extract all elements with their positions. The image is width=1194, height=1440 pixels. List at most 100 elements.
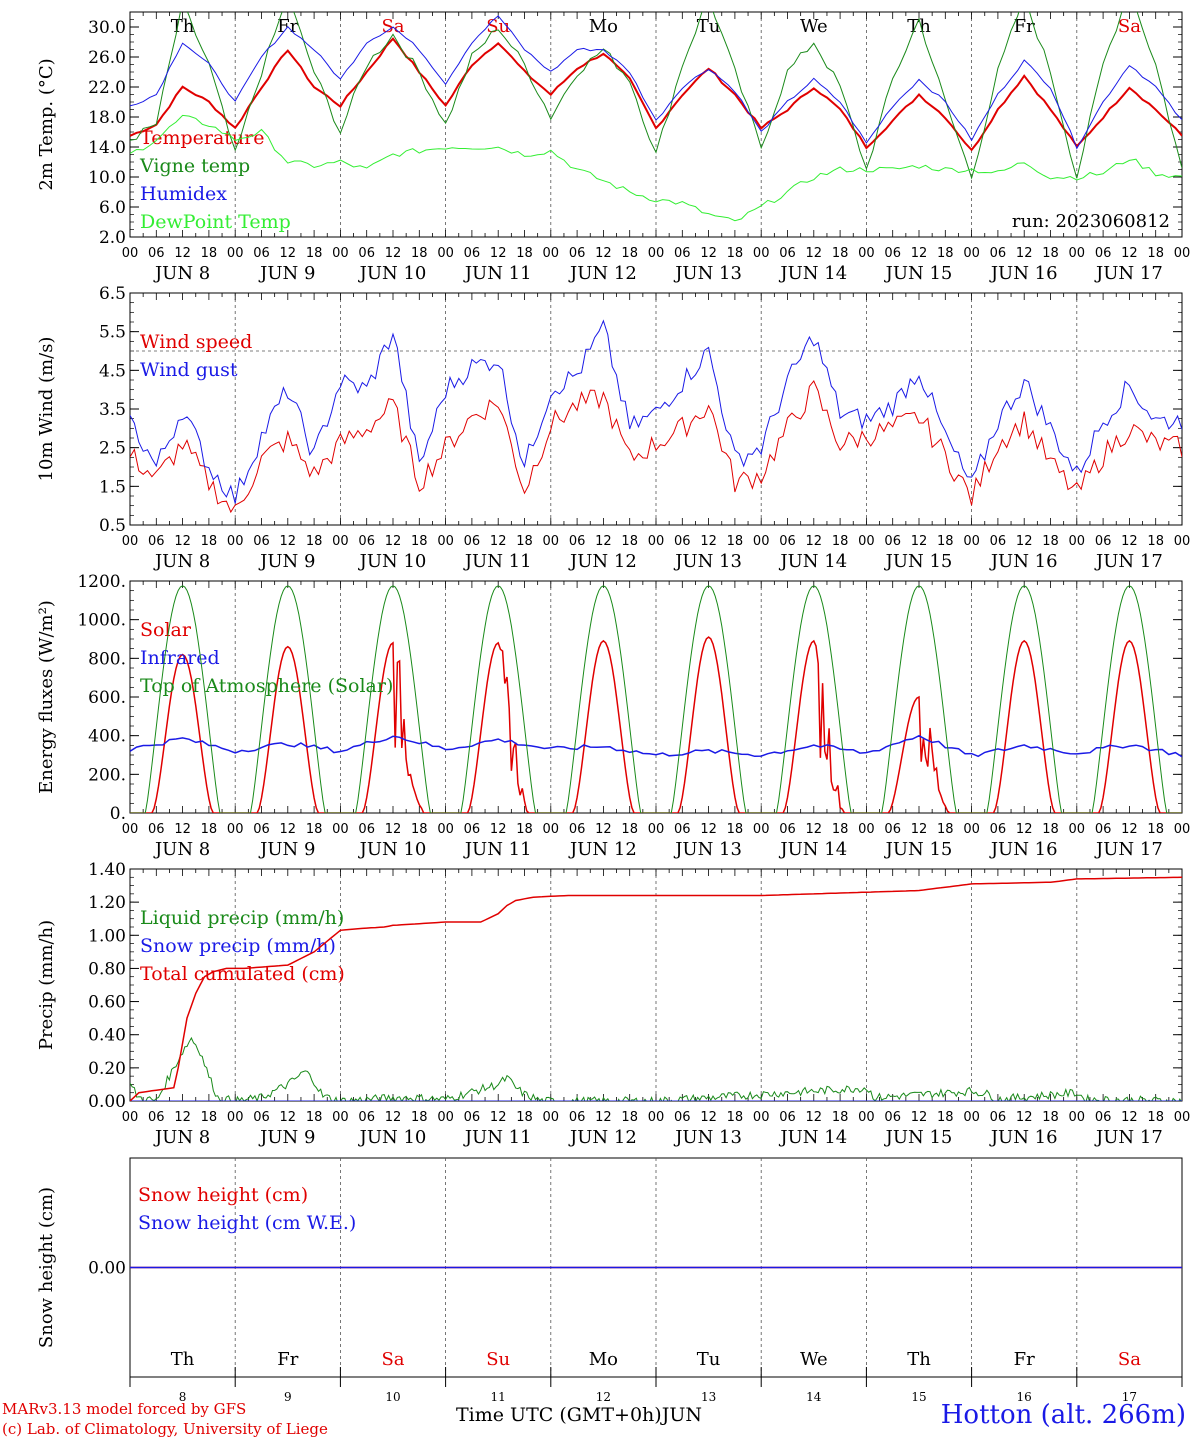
hour-tick-label: 06: [1095, 534, 1112, 549]
date-label: JUN 13: [673, 263, 742, 284]
date-label: JUN 15: [884, 551, 953, 572]
date-label: JUN 17: [1094, 551, 1163, 572]
hour-tick-label: 18: [1147, 822, 1164, 837]
x-axis-title: Time UTC (GMT+0h)JUN: [456, 1404, 702, 1426]
hour-tick-label: 06: [884, 534, 901, 549]
lab-credit: (c) Lab. of Climatology, University of L…: [2, 1420, 328, 1438]
day-number-label: 11: [491, 1390, 506, 1404]
y-tick-label: 0.00: [88, 1092, 126, 1112]
y-tick-label: 2.0: [99, 228, 126, 248]
hour-tick-label: 18: [621, 1110, 638, 1125]
hour-tick-label: 18: [306, 534, 323, 549]
y-tick-label: 3.5: [99, 400, 126, 420]
hour-tick-label: 18: [411, 534, 428, 549]
weekday-label: Tu: [697, 1349, 721, 1370]
legend-entry: Snow height (cm): [138, 1184, 308, 1206]
hour-tick-label: 06: [779, 1110, 796, 1125]
series-line: [130, 37, 1182, 152]
y-axis-label: 2m Temp. (°C): [36, 58, 57, 190]
date-label: JUN 11: [463, 839, 532, 860]
hour-tick-label: 00: [753, 1110, 770, 1125]
y-tick-label: 400.: [88, 727, 126, 747]
hour-tick-label: 12: [1121, 534, 1138, 549]
legend-entry: Wind speed: [140, 331, 252, 353]
y-axis-label: Snow height (cm): [36, 1187, 57, 1348]
date-label: JUN 15: [884, 1127, 953, 1148]
hour-tick-label: 18: [1147, 1110, 1164, 1125]
weekday-label: Sa: [381, 1349, 404, 1370]
hour-tick-label: 18: [516, 534, 533, 549]
hour-tick-label: 06: [990, 1110, 1007, 1125]
date-label: JUN 16: [989, 839, 1058, 860]
legend-entry: Top of Atmosphere (Solar): [140, 675, 393, 697]
hour-tick-label: 06: [674, 1110, 691, 1125]
hour-tick-label: 00: [122, 822, 139, 837]
hour-tick-label: 12: [911, 1110, 928, 1125]
y-axis-label: Precip (mm/h): [36, 920, 57, 1050]
hour-tick-label: 18: [621, 534, 638, 549]
hour-tick-label: 18: [201, 246, 218, 261]
hour-tick-label: 06: [990, 246, 1007, 261]
y-tick-label: 800.: [88, 649, 126, 669]
hour-tick-label: 00: [227, 822, 244, 837]
series-line: [130, 114, 1182, 222]
y-tick-label: 1.40: [88, 860, 126, 880]
hour-tick-label: 00: [648, 534, 665, 549]
hour-tick-label: 06: [148, 534, 165, 549]
date-label: JUN 15: [884, 263, 953, 284]
weekday-label: Sa: [1118, 1349, 1141, 1370]
hour-tick-label: 00: [332, 246, 349, 261]
y-tick-label: 2.5: [99, 439, 126, 459]
date-label: JUN 13: [673, 1127, 742, 1148]
hour-tick-label: 00: [437, 1110, 454, 1125]
y-tick-label: 600.: [88, 688, 126, 708]
hour-tick-label: 12: [385, 246, 402, 261]
date-label: JUN 16: [989, 551, 1058, 572]
hour-tick-label: 06: [253, 822, 270, 837]
station-name: Hotton (alt. 266m): [940, 1400, 1186, 1430]
legend-entry: DewPoint Temp: [140, 211, 291, 233]
y-tick-label: 200.: [88, 765, 126, 785]
hour-tick-label: 12: [280, 822, 297, 837]
model-credit: MARv3.13 model forced by GFS: [2, 1400, 247, 1418]
hour-tick-label: 18: [832, 534, 849, 549]
date-label: JUN 13: [673, 551, 742, 572]
hour-tick-label: 18: [832, 246, 849, 261]
date-label: JUN 8: [153, 263, 210, 284]
date-label: JUN 11: [463, 263, 532, 284]
date-label: JUN 12: [568, 551, 637, 572]
hour-tick-label: 06: [674, 246, 691, 261]
y-tick-label: 0.00: [88, 1259, 126, 1279]
series-line: [130, 636, 1182, 813]
weekday-label: Su: [486, 1349, 510, 1370]
hour-tick-label: 18: [516, 246, 533, 261]
date-label: JUN 14: [778, 839, 847, 860]
day-number-label: 8: [179, 1390, 187, 1404]
hour-tick-label: 12: [174, 822, 191, 837]
day-number-label: 9: [284, 1390, 292, 1404]
weekday-label: Fr: [1014, 16, 1035, 37]
hour-tick-label: 00: [543, 822, 560, 837]
hour-tick-label: 06: [884, 1110, 901, 1125]
hour-tick-label: 18: [516, 822, 533, 837]
hour-tick-label: 18: [727, 534, 744, 549]
date-label: JUN 10: [358, 551, 427, 572]
hour-tick-label: 00: [1174, 1110, 1191, 1125]
series-line: [130, 585, 1182, 813]
hour-tick-label: 18: [411, 822, 428, 837]
y-tick-label: 22.0: [88, 78, 126, 98]
hour-tick-label: 12: [700, 246, 717, 261]
day-number-label: 13: [701, 1390, 716, 1404]
weekday-label: Fr: [1014, 1349, 1035, 1370]
hour-tick-label: 06: [148, 822, 165, 837]
date-label: JUN 10: [358, 263, 427, 284]
hour-tick-label: 12: [595, 822, 612, 837]
hour-tick-label: 00: [963, 1110, 980, 1125]
hour-tick-label: 12: [174, 246, 191, 261]
hour-tick-label: 18: [1147, 534, 1164, 549]
hour-tick-label: 06: [148, 1110, 165, 1125]
hour-tick-label: 00: [332, 822, 349, 837]
weekday-label: Mo: [589, 16, 618, 37]
date-label: JUN 10: [358, 839, 427, 860]
hour-tick-label: 18: [621, 246, 638, 261]
